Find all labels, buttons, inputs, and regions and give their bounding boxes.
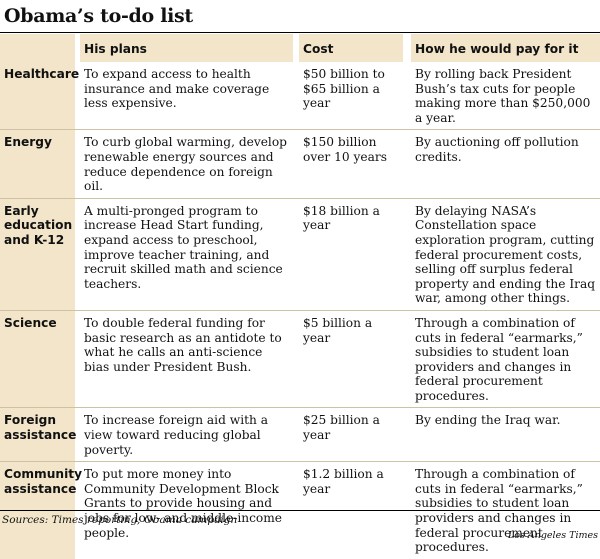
row-cost: $150 billion over 10 years (299, 129, 403, 199)
header-category (0, 34, 75, 62)
row-category: Healthcare (0, 62, 79, 130)
todo-table: His plans Cost How he would pay for it H… (0, 34, 600, 559)
row-plan: To curb global warming, develop renewabl… (80, 129, 293, 199)
title-rule (0, 32, 600, 33)
row-plan: To double federal funding for basic rese… (80, 309, 293, 408)
row-pay: Through a combination of cuts in federal… (411, 309, 600, 408)
row-category: Energy (0, 129, 75, 199)
table-row: Foreign assistance To increase foreign a… (0, 407, 600, 462)
header-row: His plans Cost How he would pay for it (0, 34, 600, 62)
source-note: Sources: Times reporting; Obama campaign (2, 514, 238, 526)
row-category: Science (0, 309, 75, 408)
header-cost: Cost (299, 34, 403, 62)
table-row: Early education and K-12 A multi-pronged… (0, 197, 600, 311)
table-row: Energy To curb global warming, develop r… (0, 129, 600, 199)
table-row: Healthcare To expand access to health in… (0, 62, 600, 130)
row-category: Foreign assistance (0, 407, 76, 462)
row-plan: To expand access to health insurance and… (80, 62, 293, 130)
row-pay: By ending the Iraq war. (411, 407, 600, 462)
table-row: Science To double federal funding for ba… (0, 309, 600, 408)
row-pay: By delaying NASA’s Constellation space e… (411, 197, 600, 311)
header-pay: How he would pay for it (411, 34, 600, 62)
credit-line: Los Angeles Times (507, 530, 598, 541)
row-cost: $18 billion a year (299, 197, 403, 311)
row-pay: By auctioning off pollution credits. (411, 129, 600, 199)
row-cost: $5 billion a year (299, 309, 403, 408)
bottom-rule (0, 510, 600, 511)
row-category: Early education and K-12 (0, 197, 75, 311)
header-plans: His plans (80, 34, 293, 62)
page-title: Obama’s to-do list (4, 5, 193, 27)
row-pay: By rolling back President Bush’s tax cut… (411, 62, 600, 130)
row-cost: $50 billion to $65 billion a year (299, 62, 403, 130)
row-plan: To increase foreign aid with a view towa… (80, 407, 293, 462)
row-plan: A multi-pronged program to increase Head… (80, 197, 293, 311)
row-cost: $25 billion a year (299, 407, 403, 462)
